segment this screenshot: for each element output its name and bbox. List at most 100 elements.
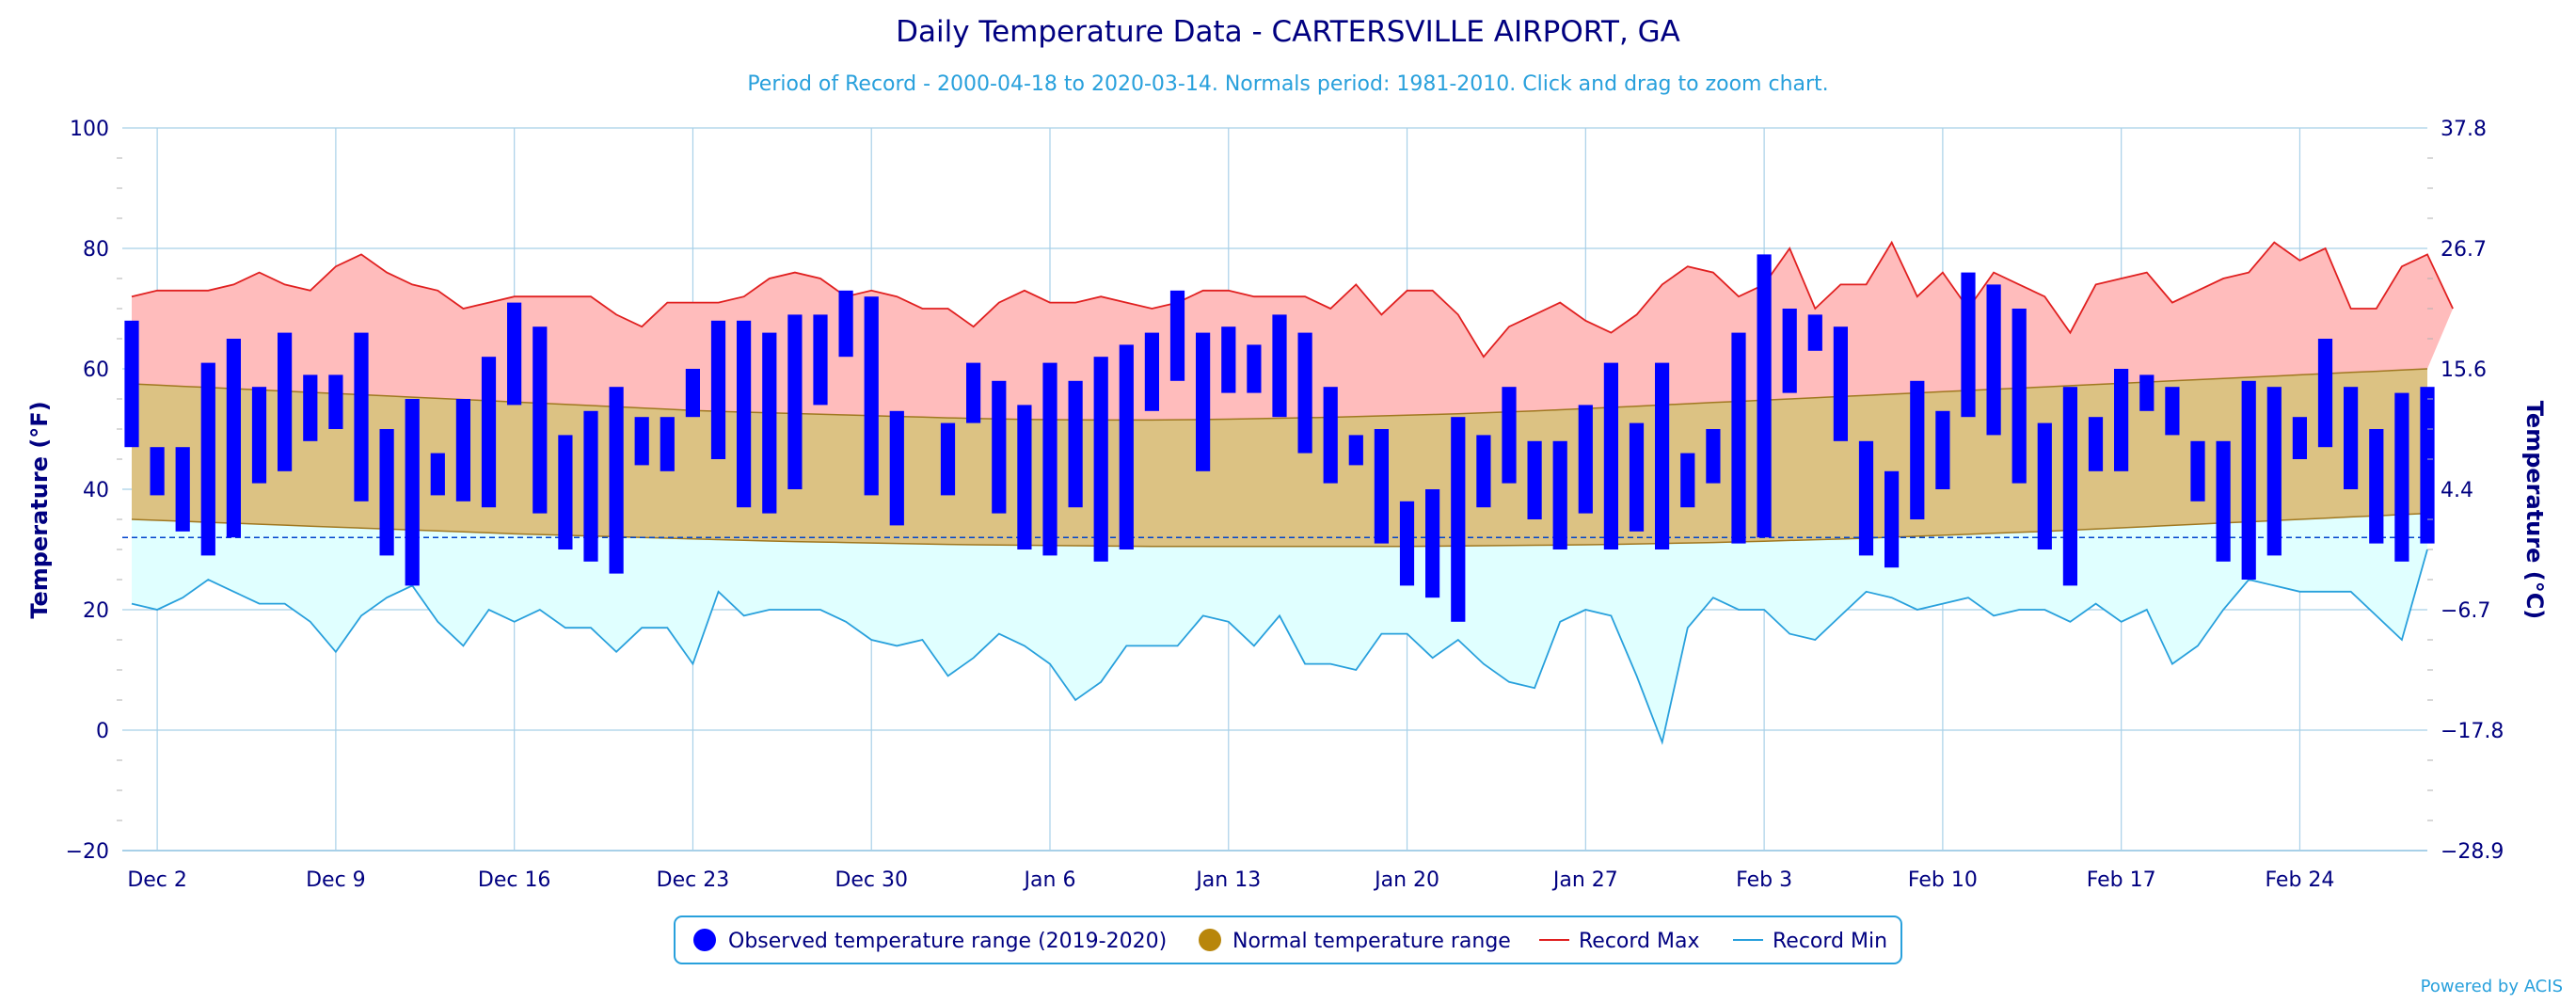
legend-item-normal[interactable]: Normal temperature range xyxy=(1199,929,1511,953)
observed-bar[interactable] xyxy=(1858,440,1874,556)
observed-bar[interactable] xyxy=(2394,392,2409,562)
plot-area[interactable] xyxy=(122,127,2454,852)
observed-bar[interactable] xyxy=(2139,374,2155,411)
observed-bar[interactable] xyxy=(1399,501,1415,586)
y-tick-label-left: 80 xyxy=(83,238,109,262)
observed-bar[interactable] xyxy=(558,435,573,549)
observed-bar[interactable] xyxy=(1042,362,1057,556)
observed-bar[interactable] xyxy=(1910,380,1925,519)
observed-bar[interactable] xyxy=(762,332,777,514)
observed-bar[interactable] xyxy=(1017,405,1032,549)
observed-bar[interactable] xyxy=(966,362,981,423)
observed-bar[interactable] xyxy=(1247,344,1262,393)
observed-bar[interactable] xyxy=(583,410,598,562)
observed-bar[interactable] xyxy=(2292,417,2307,459)
observed-bar[interactable] xyxy=(2062,387,2077,586)
observed-bar[interactable] xyxy=(1144,332,1159,411)
observed-bar[interactable] xyxy=(992,380,1007,514)
observed-bar[interactable] xyxy=(634,417,649,466)
observed-bar[interactable] xyxy=(1196,332,1211,471)
observed-bar[interactable] xyxy=(838,290,853,358)
observed-bar[interactable] xyxy=(251,387,267,484)
observed-bar[interactable] xyxy=(1731,332,1746,544)
observed-bar[interactable] xyxy=(175,447,190,532)
observed-bar[interactable] xyxy=(1272,314,1287,418)
observed-bar[interactable] xyxy=(1527,440,1542,519)
observed-bar[interactable] xyxy=(303,374,318,441)
observed-bar[interactable] xyxy=(1680,453,1695,508)
observed-bar[interactable] xyxy=(2216,440,2231,562)
observed-bar[interactable] xyxy=(1961,272,1976,418)
observed-bar[interactable] xyxy=(1655,362,1670,549)
observed-bar[interactable] xyxy=(2420,387,2435,544)
y-tick-label-right: −28.9 xyxy=(2441,840,2504,864)
observed-bar[interactable] xyxy=(2344,387,2359,489)
observed-bar[interactable] xyxy=(1323,387,1338,484)
observed-bar[interactable] xyxy=(1884,470,1900,568)
observed-bar[interactable] xyxy=(1425,489,1440,598)
observed-bar[interactable] xyxy=(2266,387,2282,556)
y-tick-label-left: 40 xyxy=(83,479,109,502)
observed-bar[interactable] xyxy=(940,422,956,496)
legend-item-record-min[interactable]: Record Min xyxy=(1733,930,1887,953)
observed-bar[interactable] xyxy=(124,320,139,448)
observed-bar[interactable] xyxy=(354,332,369,502)
observed-bar[interactable] xyxy=(660,417,675,471)
observed-bar[interactable] xyxy=(1757,254,1772,538)
observed-bar[interactable] xyxy=(1169,290,1185,381)
observed-bar[interactable] xyxy=(1374,429,1389,544)
observed-bar[interactable] xyxy=(889,410,904,526)
observed-bar[interactable] xyxy=(685,369,700,418)
observed-bar[interactable] xyxy=(328,374,343,429)
observed-bar[interactable] xyxy=(2037,422,2052,549)
legend-item-record-max[interactable]: Record Max xyxy=(1539,930,1700,953)
observed-bar[interactable] xyxy=(2317,339,2333,448)
observed-bar[interactable] xyxy=(1629,422,1645,532)
observed-bar[interactable] xyxy=(455,399,470,502)
observed-bar[interactable] xyxy=(2241,380,2256,580)
observed-bar[interactable] xyxy=(278,332,293,471)
observed-bar[interactable] xyxy=(2088,417,2104,471)
observed-bar[interactable] xyxy=(2165,387,2180,436)
observed-bar[interactable] xyxy=(1221,326,1236,393)
credit-link[interactable]: Powered by ACIS xyxy=(2421,977,2563,996)
observed-bar[interactable] xyxy=(1093,357,1108,562)
observed-bar[interactable] xyxy=(1603,362,1618,549)
observed-bar[interactable] xyxy=(507,302,522,406)
observed-bar[interactable] xyxy=(2114,369,2129,471)
observed-bar[interactable] xyxy=(1502,387,1517,484)
observed-bar[interactable] xyxy=(150,447,165,496)
observed-bar[interactable] xyxy=(379,429,394,556)
observed-bar[interactable] xyxy=(1476,435,1491,508)
observed-bar[interactable] xyxy=(481,357,497,508)
observed-bar[interactable] xyxy=(2012,309,2027,484)
observed-bar[interactable] xyxy=(813,314,828,406)
legend-item-observed[interactable]: Observed temperature range (2019-2020) xyxy=(693,929,1167,953)
observed-bar[interactable] xyxy=(533,326,548,514)
observed-bar[interactable] xyxy=(226,339,241,538)
observed-bar[interactable] xyxy=(1348,435,1363,466)
observed-bar[interactable] xyxy=(1706,429,1721,484)
observed-bar[interactable] xyxy=(200,362,215,556)
observed-bar[interactable] xyxy=(609,387,624,574)
observed-bar[interactable] xyxy=(430,453,445,496)
observed-bar[interactable] xyxy=(737,320,752,508)
observed-bar[interactable] xyxy=(1986,284,2001,436)
observed-bar[interactable] xyxy=(1807,314,1822,351)
observed-bar[interactable] xyxy=(1782,309,1797,393)
observed-bar[interactable] xyxy=(864,296,879,496)
observed-bar[interactable] xyxy=(1297,332,1312,454)
observed-bar[interactable] xyxy=(710,320,726,459)
observed-bar[interactable] xyxy=(1552,440,1567,549)
observed-bar[interactable] xyxy=(1451,417,1466,622)
observed-bar[interactable] xyxy=(1833,326,1848,441)
observed-bar[interactable] xyxy=(1578,405,1593,514)
observed-bar[interactable] xyxy=(2369,429,2384,544)
observed-bar[interactable] xyxy=(405,399,420,586)
observed-bar[interactable] xyxy=(1935,410,1950,489)
observed-bar[interactable] xyxy=(2190,440,2205,502)
observed-bar[interactable] xyxy=(787,314,803,489)
observed-bar[interactable] xyxy=(1068,380,1083,508)
observed-bar[interactable] xyxy=(1119,344,1134,549)
